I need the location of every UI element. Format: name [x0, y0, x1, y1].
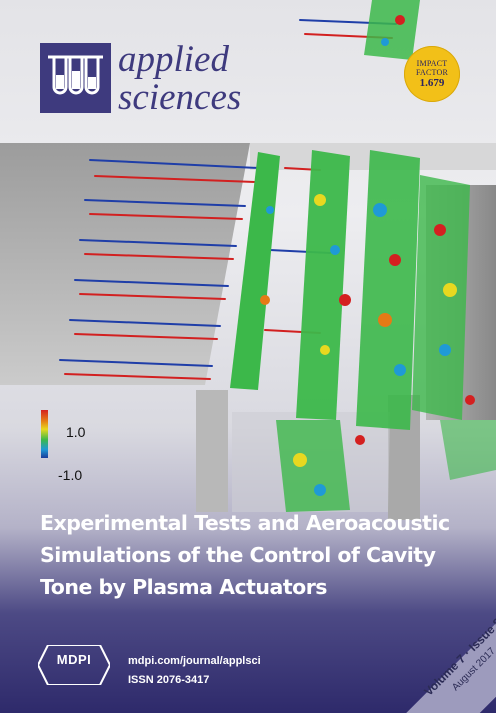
impact-factor-label-line1: IMPACT: [416, 59, 448, 68]
article-title: Experimental Tests and Aeroacoustic Simu…: [40, 511, 450, 599]
impact-factor-value: 1.679: [419, 77, 445, 89]
impact-factor-badge: IMPACT FACTOR 1.679: [404, 46, 460, 102]
journal-name-line2: sciences: [118, 77, 242, 118]
issn: ISSN 2076-3417: [128, 674, 210, 686]
test-tubes-icon: [48, 55, 103, 95]
colorbar-max-label: 1.0: [66, 424, 86, 440]
colorbar-min-label: -1.0: [58, 467, 83, 483]
journal-url[interactable]: mdpi.com/journal/applsci: [128, 655, 261, 667]
mdpi-logo-text: MDPI: [56, 652, 92, 667]
journal-logo: [40, 43, 111, 113]
impact-factor-label-line2: FACTOR: [415, 68, 449, 77]
journal-name-line1: applied: [118, 39, 229, 80]
colorbar: [41, 410, 48, 458]
